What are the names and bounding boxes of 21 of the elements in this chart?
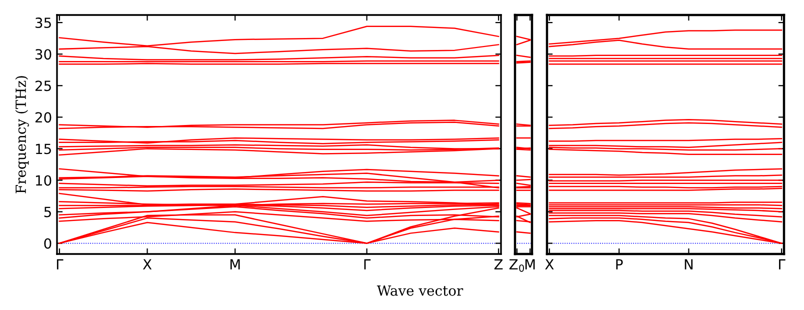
y-tick-label: 10 bbox=[36, 175, 52, 186]
x-tick-label: P bbox=[616, 259, 623, 270]
y-axis-title: Frequency (THz) bbox=[15, 76, 29, 194]
x-tick-label: X bbox=[142, 259, 152, 270]
x-tick-label: Z bbox=[494, 259, 503, 270]
y-tick-label: 5 bbox=[44, 206, 51, 218]
x-tick-label: M bbox=[525, 259, 535, 270]
y-tick-label: 15 bbox=[36, 144, 51, 154]
y-tick-label: 25 bbox=[35, 80, 51, 92]
x-tick-label: Γ bbox=[56, 259, 64, 270]
x-tick-label: Γ bbox=[779, 259, 786, 270]
y-tick-label: 20 bbox=[35, 112, 52, 123]
x-tick-label: M bbox=[230, 259, 240, 270]
y-tick-label: 0 bbox=[44, 238, 52, 249]
y-tick-label: 35 bbox=[36, 18, 51, 28]
x-tick-label: Γ bbox=[364, 259, 371, 270]
x-tick-label: Z$_{0}$ bbox=[509, 259, 524, 272]
x-axis-title: Wave vector bbox=[376, 286, 464, 296]
y-tick-label: 30 bbox=[36, 49, 52, 60]
x-tick-label: N bbox=[684, 259, 693, 270]
x-tick-label: X bbox=[545, 259, 554, 270]
